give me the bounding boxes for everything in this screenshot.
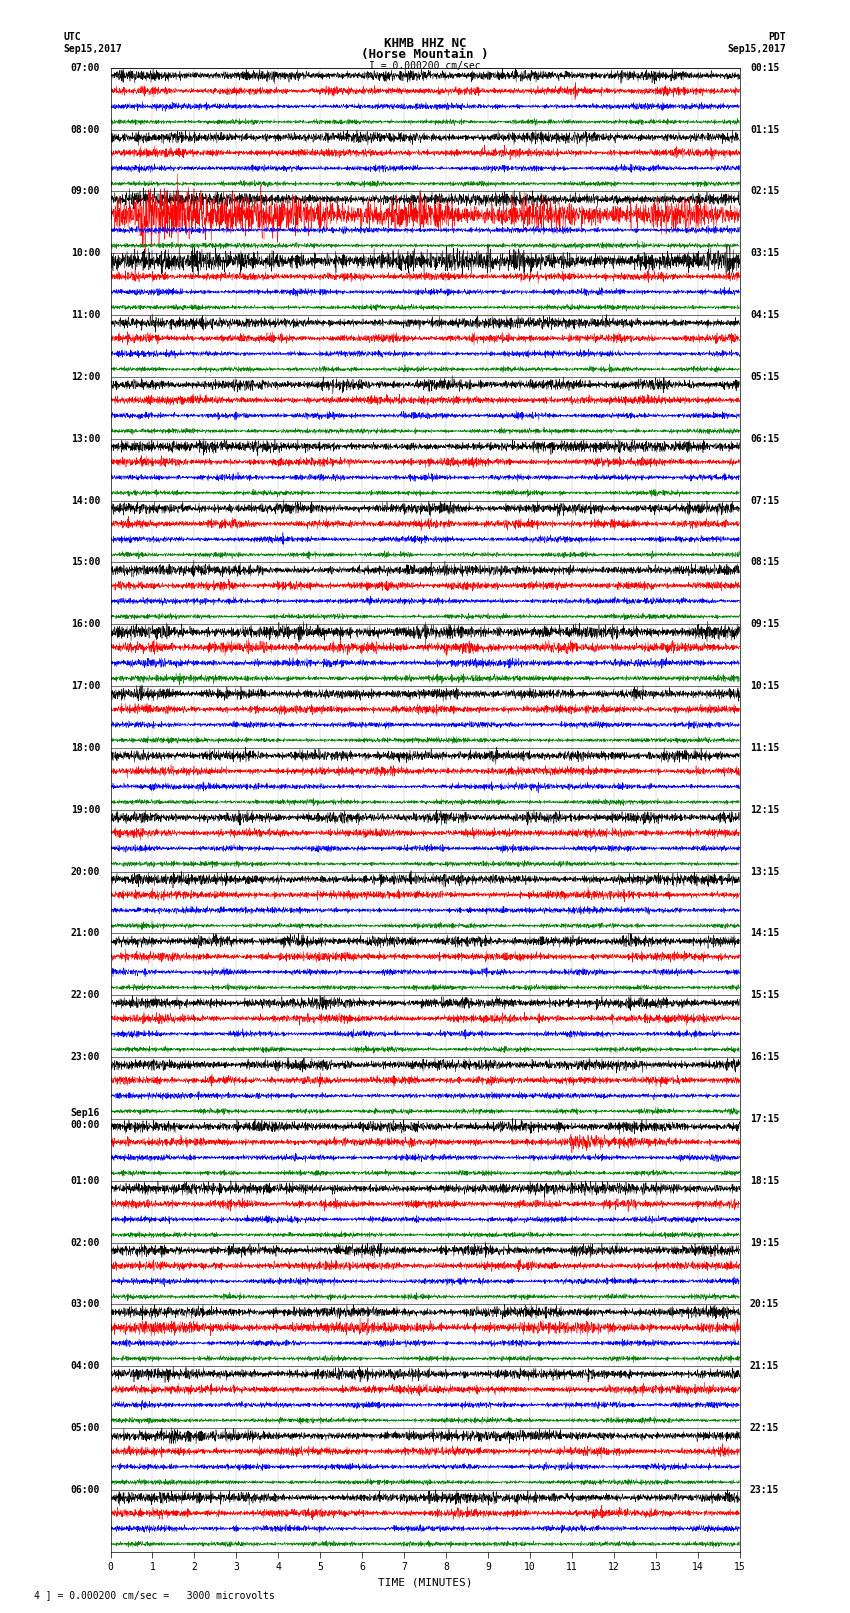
Text: Sep16
00:00: Sep16 00:00	[71, 1108, 100, 1129]
Text: 17:00: 17:00	[71, 681, 100, 690]
Text: 08:15: 08:15	[750, 558, 779, 568]
Text: Sep15,2017: Sep15,2017	[728, 44, 786, 53]
Text: 02:15: 02:15	[750, 187, 779, 197]
Text: 04:15: 04:15	[750, 310, 779, 319]
Text: I = 0.000200 cm/sec: I = 0.000200 cm/sec	[369, 61, 481, 71]
Text: 07:00: 07:00	[71, 63, 100, 73]
Text: 11:15: 11:15	[750, 744, 779, 753]
X-axis label: TIME (MINUTES): TIME (MINUTES)	[377, 1578, 473, 1587]
Text: KHMB HHZ NC: KHMB HHZ NC	[383, 37, 467, 50]
Text: 22:00: 22:00	[71, 990, 100, 1000]
Text: 01:00: 01:00	[71, 1176, 100, 1186]
Text: 14:15: 14:15	[750, 929, 779, 939]
Text: 21:00: 21:00	[71, 929, 100, 939]
Text: 12:00: 12:00	[71, 373, 100, 382]
Text: UTC: UTC	[64, 32, 82, 42]
Text: 16:15: 16:15	[750, 1052, 779, 1061]
Text: 03:00: 03:00	[71, 1300, 100, 1310]
Text: 07:15: 07:15	[750, 495, 779, 505]
Text: 4 ] = 0.000200 cm/sec =   3000 microvolts: 4 ] = 0.000200 cm/sec = 3000 microvolts	[34, 1590, 275, 1600]
Text: PDT: PDT	[768, 32, 786, 42]
Text: 00:15: 00:15	[750, 63, 779, 73]
Text: 13:00: 13:00	[71, 434, 100, 444]
Text: 18:00: 18:00	[71, 744, 100, 753]
Text: 19:00: 19:00	[71, 805, 100, 815]
Text: 13:15: 13:15	[750, 866, 779, 876]
Text: 02:00: 02:00	[71, 1237, 100, 1247]
Text: 05:00: 05:00	[71, 1423, 100, 1432]
Text: (Horse Mountain ): (Horse Mountain )	[361, 48, 489, 61]
Text: 22:15: 22:15	[750, 1423, 779, 1432]
Text: 06:00: 06:00	[71, 1486, 100, 1495]
Text: 10:15: 10:15	[750, 681, 779, 690]
Text: 04:00: 04:00	[71, 1361, 100, 1371]
Text: 01:15: 01:15	[750, 124, 779, 134]
Text: 08:00: 08:00	[71, 124, 100, 134]
Text: 09:00: 09:00	[71, 187, 100, 197]
Text: 05:15: 05:15	[750, 373, 779, 382]
Text: 17:15: 17:15	[750, 1115, 779, 1124]
Text: 06:15: 06:15	[750, 434, 779, 444]
Text: 09:15: 09:15	[750, 619, 779, 629]
Text: 16:00: 16:00	[71, 619, 100, 629]
Text: Sep15,2017: Sep15,2017	[64, 44, 122, 53]
Text: 18:15: 18:15	[750, 1176, 779, 1186]
Text: 23:00: 23:00	[71, 1052, 100, 1061]
Text: 11:00: 11:00	[71, 310, 100, 319]
Text: 20:15: 20:15	[750, 1300, 779, 1310]
Text: 12:15: 12:15	[750, 805, 779, 815]
Text: 21:15: 21:15	[750, 1361, 779, 1371]
Text: 19:15: 19:15	[750, 1237, 779, 1247]
Text: 15:00: 15:00	[71, 558, 100, 568]
Text: 14:00: 14:00	[71, 495, 100, 505]
Text: 15:15: 15:15	[750, 990, 779, 1000]
Text: 03:15: 03:15	[750, 248, 779, 258]
Text: 10:00: 10:00	[71, 248, 100, 258]
Text: 23:15: 23:15	[750, 1486, 779, 1495]
Text: 20:00: 20:00	[71, 866, 100, 876]
